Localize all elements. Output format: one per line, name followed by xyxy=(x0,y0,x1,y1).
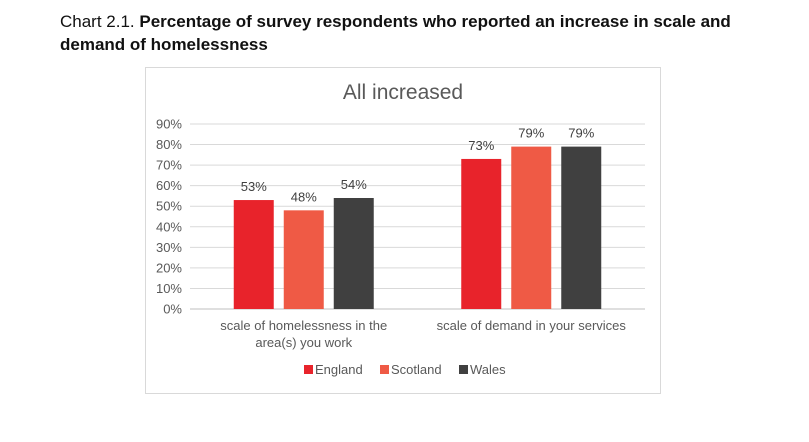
bar-scotland xyxy=(283,210,324,309)
bar-wales xyxy=(333,198,374,309)
y-tick-label: 20% xyxy=(156,260,182,275)
data-label: 73% xyxy=(468,138,494,153)
legend-swatch-wales xyxy=(459,365,468,374)
y-tick-label: 90% xyxy=(156,117,182,132)
data-label: 53% xyxy=(241,179,267,194)
y-tick-label: 70% xyxy=(156,158,182,173)
y-tick-label: 60% xyxy=(156,178,182,193)
bar-england xyxy=(461,158,502,309)
data-label: 48% xyxy=(291,189,317,204)
caption-number: Chart 2.1. xyxy=(60,12,135,31)
legend-label-england: England xyxy=(315,362,363,377)
x-category-label: scale of homelessness in the xyxy=(220,318,387,333)
bar-scotland xyxy=(511,146,552,309)
chart-title: All increased xyxy=(343,81,463,104)
y-tick-label: 30% xyxy=(156,240,182,255)
y-tick-label: 10% xyxy=(156,281,182,296)
bar-england xyxy=(233,200,274,309)
x-category-label: area(s) you work xyxy=(255,335,352,350)
legend-swatch-scotland xyxy=(380,365,389,374)
chart-caption: Chart 2.1. Percentage of survey responde… xyxy=(60,10,780,56)
legend-label-scotland: Scotland xyxy=(391,362,442,377)
y-tick-label: 0% xyxy=(163,302,182,317)
y-tick-label: 40% xyxy=(156,219,182,234)
legend-swatch-england xyxy=(304,365,313,374)
legend-label-wales: Wales xyxy=(470,362,506,377)
data-label: 79% xyxy=(568,126,594,141)
y-tick-label: 80% xyxy=(156,137,182,152)
x-category-label: scale of demand in your services xyxy=(437,318,627,333)
caption-title: Percentage of survey respondents who rep… xyxy=(60,12,731,54)
y-tick-label: 50% xyxy=(156,199,182,214)
data-label: 79% xyxy=(518,126,544,141)
data-label: 54% xyxy=(341,177,367,192)
bar-wales xyxy=(561,146,602,309)
